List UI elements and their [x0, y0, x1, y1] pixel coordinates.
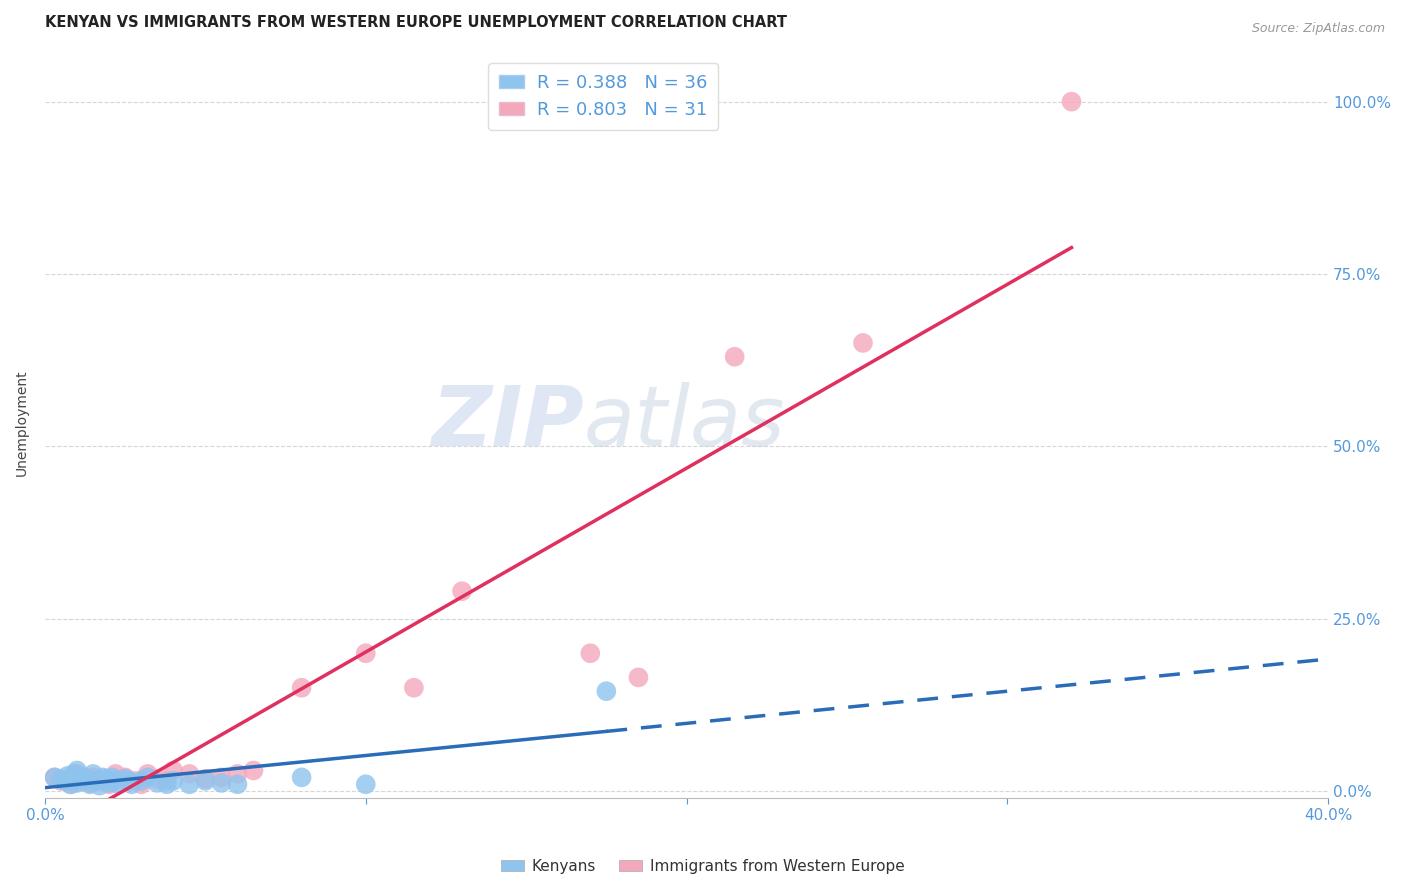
Point — [79, 776, 101, 790]
Point — [114, 772, 136, 786]
Point — [136, 767, 159, 781]
Point — [124, 773, 146, 788]
Point — [59, 777, 82, 791]
Point — [84, 773, 107, 788]
Point — [44, 770, 66, 784]
Point — [49, 773, 72, 788]
Point — [595, 684, 617, 698]
Point — [49, 772, 72, 786]
Point — [179, 777, 201, 791]
Point — [1060, 95, 1083, 109]
Point — [94, 772, 117, 786]
Point — [63, 767, 86, 781]
Point — [66, 764, 89, 778]
Point — [146, 776, 169, 790]
Point — [104, 767, 127, 781]
Point — [107, 777, 129, 791]
Point — [226, 777, 249, 791]
Point — [136, 770, 159, 784]
Point — [194, 773, 217, 788]
Point — [101, 770, 124, 784]
Point — [53, 773, 76, 788]
Point — [226, 767, 249, 781]
Point — [114, 770, 136, 784]
Point — [291, 770, 314, 784]
Point — [146, 772, 169, 786]
Point — [89, 779, 111, 793]
Point — [852, 335, 875, 350]
Y-axis label: Unemployment: Unemployment — [15, 369, 30, 475]
Point — [72, 770, 94, 784]
Point — [59, 777, 82, 791]
Point — [627, 670, 650, 684]
Point — [66, 776, 89, 790]
Point — [76, 772, 98, 786]
Point — [79, 777, 101, 791]
Point — [82, 770, 104, 784]
Point — [291, 681, 314, 695]
Point — [156, 773, 179, 788]
Point — [117, 773, 139, 788]
Point — [129, 773, 152, 788]
Point — [66, 767, 89, 781]
Point — [242, 764, 264, 778]
Point — [451, 584, 474, 599]
Point — [162, 773, 184, 788]
Point — [579, 646, 602, 660]
Point — [156, 777, 179, 791]
Text: Source: ZipAtlas.com: Source: ZipAtlas.com — [1251, 22, 1385, 36]
Point — [56, 769, 79, 783]
Point — [354, 777, 377, 791]
Point — [194, 772, 217, 786]
Text: atlas: atlas — [583, 382, 786, 463]
Point — [98, 777, 121, 791]
Point — [354, 646, 377, 660]
Point — [179, 767, 201, 781]
Point — [82, 767, 104, 781]
Point — [209, 776, 232, 790]
Point — [69, 773, 91, 788]
Point — [44, 770, 66, 784]
Legend: R = 0.388   N = 36, R = 0.803   N = 31: R = 0.388 N = 36, R = 0.803 N = 31 — [488, 63, 718, 129]
Point — [91, 773, 114, 788]
Legend: Kenyans, Immigrants from Western Europe: Kenyans, Immigrants from Western Europe — [495, 853, 911, 880]
Point — [402, 681, 425, 695]
Point — [98, 776, 121, 790]
Point — [72, 772, 94, 786]
Point — [209, 770, 232, 784]
Point — [724, 350, 747, 364]
Point — [91, 770, 114, 784]
Point — [162, 764, 184, 778]
Point — [129, 777, 152, 791]
Text: KENYAN VS IMMIGRANTS FROM WESTERN EUROPE UNEMPLOYMENT CORRELATION CHART: KENYAN VS IMMIGRANTS FROM WESTERN EUROPE… — [45, 15, 787, 30]
Point — [121, 777, 143, 791]
Point — [104, 773, 127, 788]
Text: ZIP: ZIP — [432, 382, 583, 463]
